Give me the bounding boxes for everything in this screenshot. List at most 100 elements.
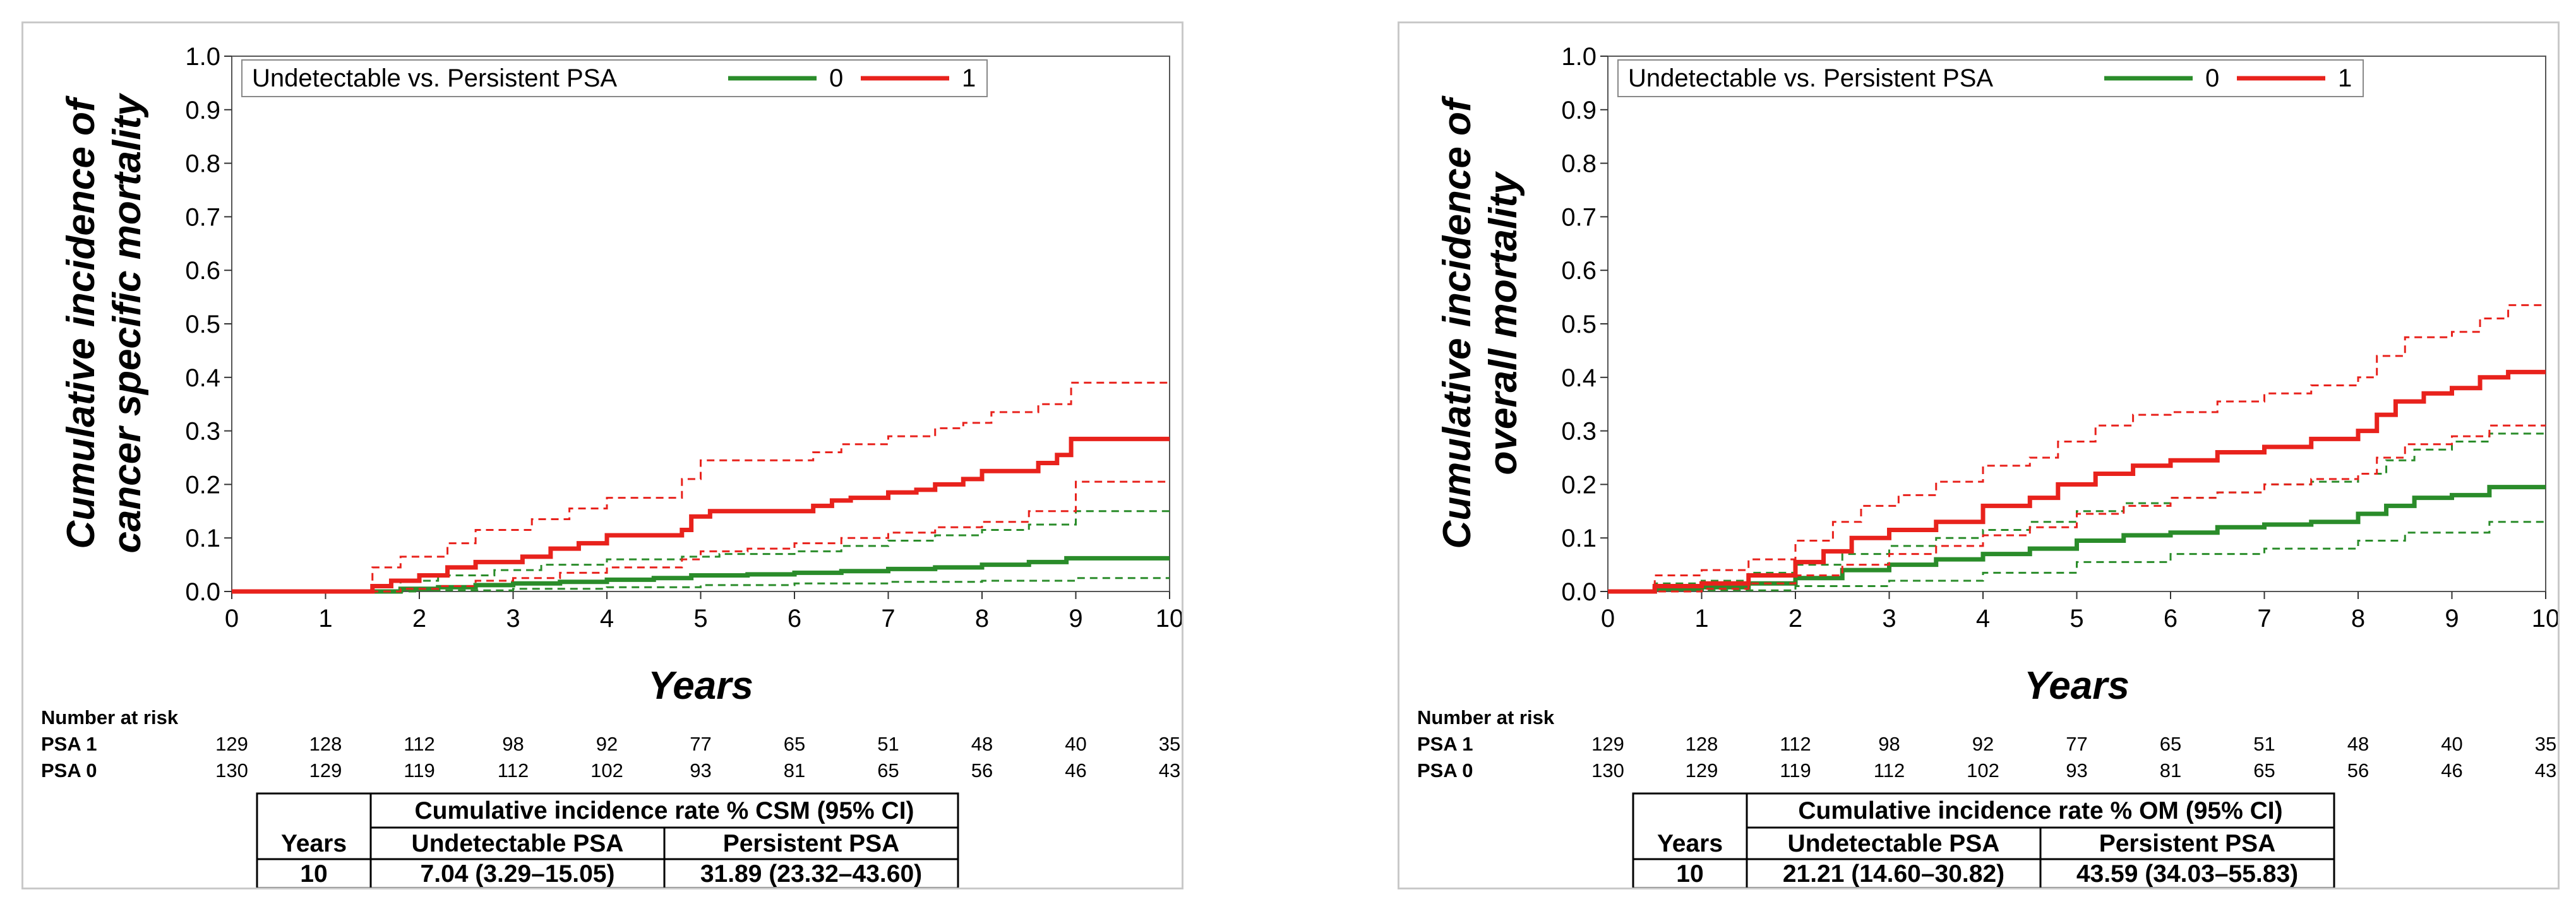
x-axis-title: Years — [648, 664, 753, 708]
y-tick-label: 0.9 — [1561, 97, 1597, 124]
x-tick-label: 7 — [881, 605, 895, 633]
x-tick-label: 3 — [506, 605, 520, 633]
risk-count: 40 — [2441, 733, 2462, 755]
risk-count: 56 — [971, 759, 993, 781]
series-line-1-upper-ci — [1608, 304, 2546, 593]
risk-count: 98 — [1878, 733, 1900, 755]
chart-svg-om: 0.00.10.20.30.40.50.60.70.80.91.00 1 2 3 4 5 6… — [1417, 43, 2558, 888]
risk-count: 51 — [877, 733, 899, 755]
chart-svg-csm: 0.00.10.20.30.40.50.60.70.80.91.00 1 2 3 4 5 6… — [41, 43, 1182, 888]
x-tick-label: 2 — [1788, 605, 1802, 633]
risk-count: 102 — [590, 759, 623, 781]
risk-count: 112 — [498, 759, 529, 781]
x-tick-label: 5 — [2070, 605, 2083, 633]
x-tick-label: 10 — [2532, 605, 2558, 633]
risk-count: 81 — [2160, 759, 2181, 781]
rate-table-cell: 43.59 (34.03–55.83) — [2076, 860, 2298, 888]
risk-count: 35 — [2535, 733, 2556, 755]
y-tick-label: 0.6 — [1561, 257, 1597, 285]
x-tick-label: 10 — [1156, 605, 1182, 633]
risk-count: 93 — [2066, 759, 2087, 781]
legend-title: Undetectable vs. Persistent PSA — [1628, 64, 1993, 92]
y-tick-label: 0.6 — [185, 257, 220, 285]
rate-table-subheader: Undetectable PSA — [412, 830, 624, 857]
legend-label-0: 0 — [2205, 64, 2219, 92]
x-tick-label: 4 — [1976, 605, 1990, 633]
risk-count: 46 — [1065, 759, 1086, 781]
y-axis-title-line-1: Cumulative incidence of — [59, 95, 103, 549]
rate-table-header: Cumulative incidence rate % OM (95% CI) — [1798, 797, 2282, 824]
series-line-1 — [232, 436, 1170, 594]
series-line-0-lower-ci — [1608, 521, 2546, 593]
risk-count: 65 — [877, 759, 899, 781]
risk-count: 128 — [309, 733, 342, 755]
series-line-0-lower-ci — [232, 577, 1170, 593]
legend-label-0: 0 — [829, 64, 843, 92]
risk-count: 129 — [1591, 733, 1624, 755]
rate-table-subheader: Persistent PSA — [723, 830, 900, 857]
risk-count: 119 — [1780, 759, 1811, 781]
rate-table-border — [256, 792, 959, 888]
risk-count: 51 — [2253, 733, 2275, 755]
y-tick-label: 0.5 — [1561, 311, 1597, 338]
risk-count: 65 — [2253, 759, 2275, 781]
risk-count: 35 — [1159, 733, 1180, 755]
risk-count: 129 — [1686, 759, 1718, 781]
x-tick-label: 1 — [1694, 605, 1708, 633]
x-tick-label: 2 — [412, 605, 426, 633]
risk-count: 112 — [1780, 733, 1811, 755]
risk-count: 130 — [215, 759, 248, 781]
x-tick-label: 0 — [1601, 605, 1615, 633]
risk-count: 92 — [596, 733, 618, 755]
risk-count: 40 — [1065, 733, 1086, 755]
rate-table-border — [1632, 792, 2335, 888]
y-tick-label: 0.2 — [1561, 471, 1597, 499]
y-tick-label: 0.5 — [185, 311, 220, 338]
risk-count: 112 — [404, 733, 434, 755]
y-tick-label: 0.4 — [185, 364, 220, 392]
x-tick-label: 4 — [600, 605, 614, 633]
series-line-1-lower-ci — [232, 480, 1170, 593]
risk-count: 48 — [2347, 733, 2369, 755]
y-axis-title-line-2: cancer specific mortality — [105, 92, 149, 554]
y-tick-label: 0.1 — [1561, 525, 1597, 552]
risk-count: 81 — [784, 759, 805, 781]
risk-count: 65 — [2160, 733, 2181, 755]
rate-table-cell: 7.04 (3.29–15.05) — [421, 860, 615, 888]
x-tick-label: 8 — [975, 605, 989, 633]
risk-row-label: PSA 1 — [1417, 733, 1473, 755]
y-tick-label: 0.3 — [1561, 418, 1597, 446]
y-tick-label: 1.0 — [185, 43, 220, 71]
risk-count: 48 — [971, 733, 993, 755]
y-tick-label: 0.7 — [1561, 203, 1597, 231]
y-tick-label: 0.2 — [185, 471, 220, 499]
risk-count: 129 — [215, 733, 248, 755]
chart-panel-om: 0.0 0.1 0.2 0.3 0.4 0.5 0.6 0.7 0.8 0.9 1.0 0 1 2 3 4 5 6… — [1398, 21, 2560, 889]
risk-count: 128 — [1686, 733, 1718, 755]
x-tick-label: 3 — [1882, 605, 1896, 633]
rate-table-cell: 10 — [1676, 860, 1703, 888]
risk-count: 98 — [502, 733, 524, 755]
risk-count: 46 — [2441, 759, 2462, 781]
y-tick-label: 0.8 — [185, 150, 220, 178]
legend-title: Undetectable vs. Persistent PSA — [252, 64, 617, 92]
x-axis-title: Years — [2024, 664, 2130, 708]
x-tick-label: 9 — [1069, 605, 1082, 633]
rate-table-subheader: Persistent PSA — [2099, 830, 2276, 857]
risk-count: 102 — [1967, 759, 1999, 781]
risk-count: 112 — [1874, 759, 1905, 781]
legend-label-1: 1 — [962, 64, 976, 92]
series-line-1-lower-ci — [1608, 424, 2546, 593]
y-tick-label: 0.0 — [185, 578, 220, 606]
y-tick-label: 0.3 — [185, 418, 220, 446]
risk-row-label: PSA 0 — [41, 759, 97, 781]
y-tick-label: 0.8 — [1561, 150, 1597, 178]
series-line-0 — [1608, 485, 2546, 594]
rate-table-cell: 21.21 (14.60–30.82) — [1783, 860, 2004, 888]
x-tick-label: 6 — [788, 605, 801, 633]
x-tick-label: 7 — [2257, 605, 2271, 633]
rate-table-subheader: Undetectable PSA — [1788, 830, 2000, 857]
rate-table-years-header: Years — [1657, 830, 1723, 857]
risk-count: 43 — [2535, 759, 2556, 781]
risk-count: 65 — [784, 733, 805, 755]
